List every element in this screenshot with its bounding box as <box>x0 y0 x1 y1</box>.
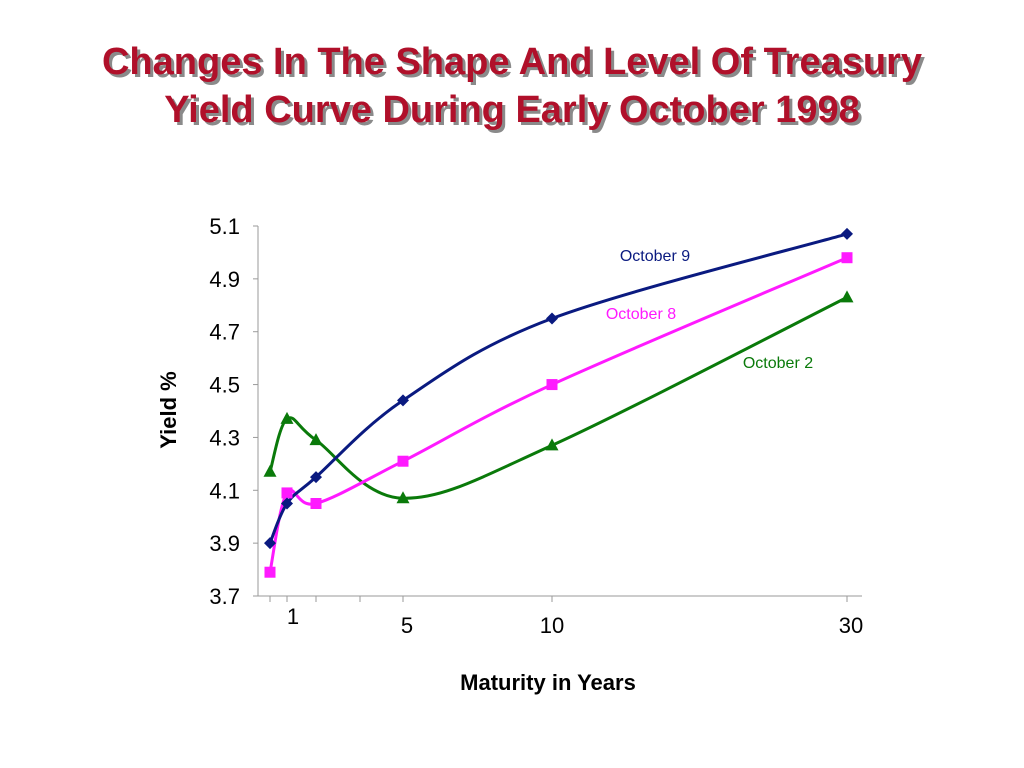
y-axis-title: Yield % <box>156 371 181 448</box>
y-tick-label: 3.7 <box>209 584 240 609</box>
y-tick-label: 4.7 <box>209 320 240 345</box>
x-tick-label: 1 <box>287 604 299 629</box>
series-line-october-2 <box>268 296 848 500</box>
data-point-october-9 <box>397 394 409 407</box>
y-tick-label: 4.3 <box>209 425 240 450</box>
series-label-october-9: October 9 <box>620 248 690 265</box>
series-markers <box>263 227 854 578</box>
slide-title-line2: Yield Curve During Early October 1998 <box>164 89 860 131</box>
chart-labels: Maturity in Years Yield % October 9 October… <box>156 248 813 695</box>
x-tick-label: 30 <box>839 613 863 638</box>
series-label-october-8: October 8 <box>606 306 676 323</box>
slide-title: Changes In The Shape And Level Of Treasu… <box>0 38 1024 134</box>
y-tick-label: 5.1 <box>209 214 240 239</box>
slide-title-line1: Changes In The Shape And Level Of Treasu… <box>101 41 923 83</box>
data-point-october-2 <box>545 438 559 451</box>
data-point-october-2 <box>309 433 323 446</box>
x-tick-label: 10 <box>540 613 564 638</box>
data-point-october-8 <box>841 252 853 264</box>
y-tick-label: 4.1 <box>209 478 240 503</box>
data-point-october-8 <box>310 498 322 509</box>
data-point-october-9 <box>841 227 853 240</box>
data-point-october-2 <box>840 290 854 303</box>
y-tick-label: 4.9 <box>209 267 240 292</box>
series-label-october-2: October 2 <box>743 355 813 372</box>
series-line-october-8 <box>268 256 848 573</box>
data-point-october-9 <box>264 537 276 550</box>
data-point-october-9 <box>310 471 322 484</box>
data-point-october-2 <box>280 411 294 424</box>
data-point-october-8 <box>546 379 558 391</box>
data-point-october-9 <box>281 497 293 510</box>
data-point-october-9 <box>546 312 558 325</box>
series-line-october-9 <box>268 232 848 544</box>
x-axis-title: Maturity in Years <box>460 670 636 695</box>
y-tick-label: 3.9 <box>209 531 240 556</box>
data-point-october-8 <box>397 455 409 467</box>
data-point-october-8 <box>281 487 293 499</box>
chart-axes: 5.1 4.9 4.7 4.5 4.3 4.1 3.9 3.7 1 5 10 30 <box>209 214 863 638</box>
data-point-october-8 <box>264 566 276 578</box>
y-tick-label: 4.5 <box>209 373 240 398</box>
x-tick-label: 5 <box>401 613 413 638</box>
series-lines <box>268 232 848 573</box>
data-point-october-2 <box>396 491 410 504</box>
data-point-october-2 <box>263 464 277 477</box>
